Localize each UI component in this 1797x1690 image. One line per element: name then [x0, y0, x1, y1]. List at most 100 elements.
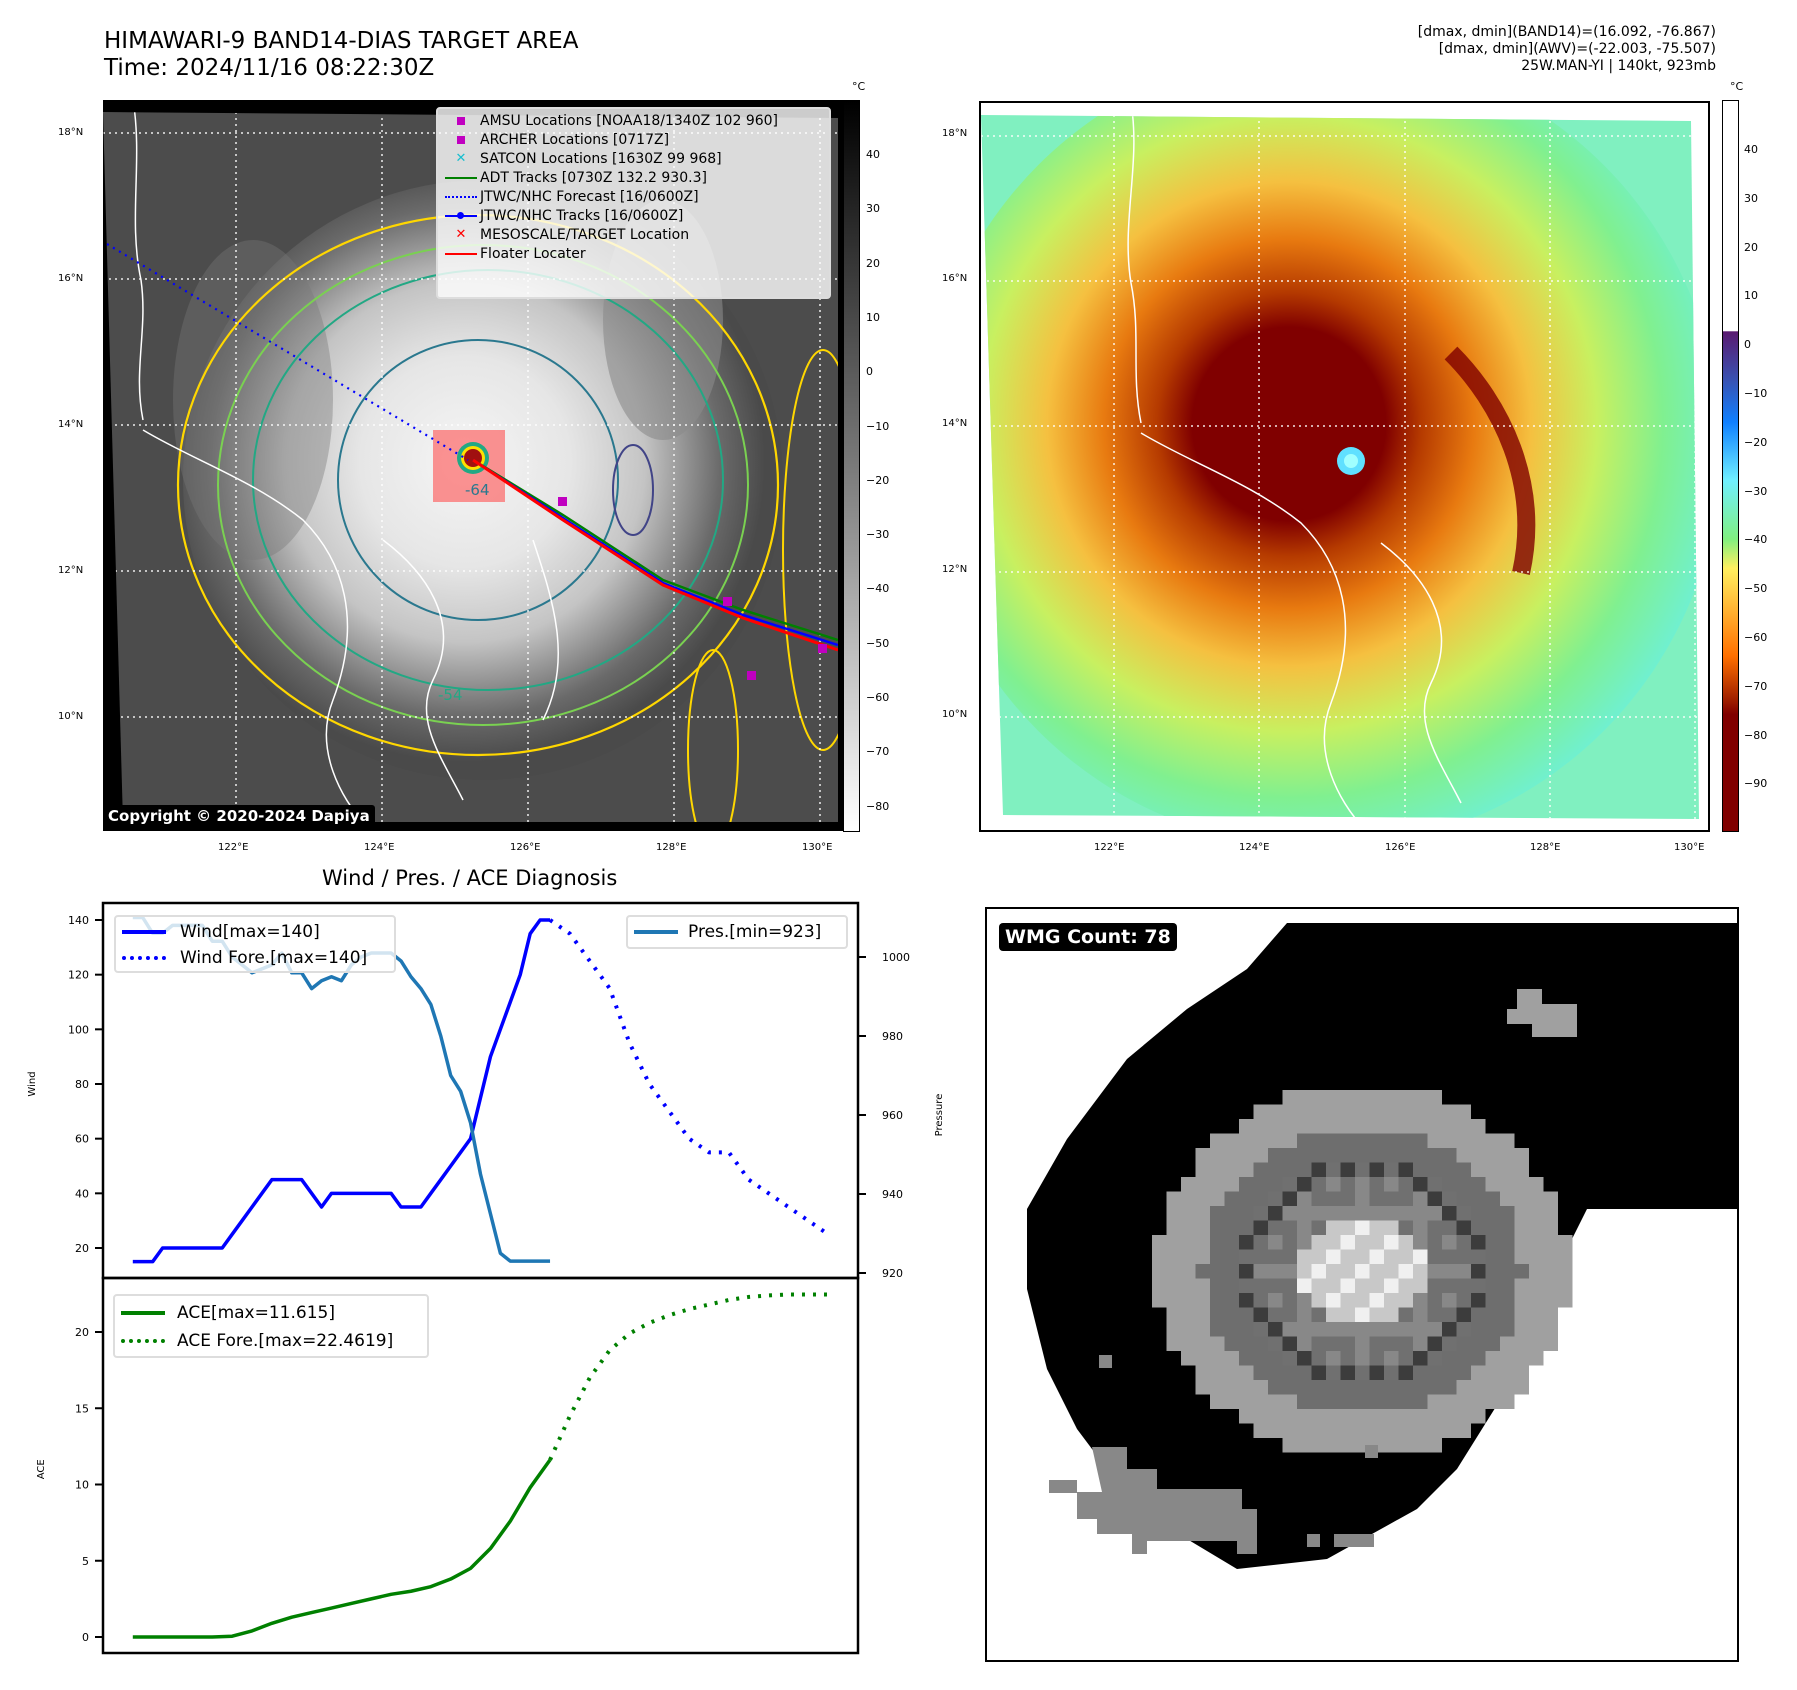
- wmg-pixel: [1427, 1394, 1442, 1409]
- wmg-pixel: [1485, 1148, 1500, 1163]
- wmg-pixel: [1355, 1133, 1370, 1148]
- wmg-pixel: [1398, 1351, 1413, 1366]
- wmg-pixel: [1543, 1293, 1558, 1308]
- wmg-pixel: [1282, 1409, 1297, 1424]
- wmg-pixel: [1369, 1177, 1384, 1192]
- ir-map-panel: -64 -54 AMSU Locations [NOAA18/1340Z 102…: [103, 100, 843, 831]
- line-marker-icon: [445, 176, 477, 179]
- wmg-pixel: [1195, 1293, 1210, 1308]
- wmg-pixel: [1297, 1206, 1312, 1221]
- wmg-pixel: [1195, 1206, 1210, 1221]
- info-awv-range: [dmax, dmin](AWV)=(-22.003, -75.507): [1438, 41, 1716, 57]
- wmg-pixel: [1514, 1206, 1529, 1221]
- wmg-pixel: [1224, 1177, 1239, 1192]
- wmg-pixel: [1471, 1365, 1486, 1380]
- wmg-pixel: [1442, 1307, 1457, 1322]
- wmg-pixel: [1442, 1423, 1457, 1438]
- wmg-pixel: [1427, 1133, 1442, 1148]
- wmg-pixel: [1369, 1264, 1384, 1279]
- wmg-pixel: [1543, 1191, 1558, 1206]
- wmg-pixel: [1253, 1148, 1268, 1163]
- wmg-pixel: [1282, 1307, 1297, 1322]
- lat-label: 16°N: [942, 273, 968, 284]
- wmg-pixel: [1369, 1322, 1384, 1337]
- wmg-pixel: [1297, 1351, 1312, 1366]
- legend-label: ARCHER Locations [0717Z]: [480, 131, 670, 148]
- wmg-pixel: [1413, 1380, 1428, 1395]
- wmg-pixel: [1456, 1220, 1471, 1235]
- wmg-pixel: [1210, 1293, 1225, 1308]
- info-band14-range: [dmax, dmin](BAND14)=(16.092, -76.867): [1417, 24, 1716, 40]
- wmg-pixel: [1543, 1336, 1558, 1351]
- plot-frame: [101, 1276, 860, 1655]
- colorbar-tick-label: −20: [866, 473, 890, 487]
- wmg-pixel: [1413, 1438, 1428, 1453]
- wmg-pixel: [1413, 1409, 1428, 1424]
- wmg-pixel: [1427, 1177, 1442, 1192]
- wmg-pixel: [1384, 1133, 1399, 1148]
- wmg-pixel: [1514, 1336, 1529, 1351]
- wmg-pixel: [1195, 1220, 1210, 1235]
- dotted-line-icon: [122, 956, 166, 960]
- y2-tick-label: 960: [882, 1109, 903, 1122]
- wmg-pixel: [1369, 1133, 1384, 1148]
- wmg-pixel: [1442, 1220, 1457, 1235]
- wmg-pixel: [1282, 1104, 1297, 1119]
- wmg-pixel: [1456, 1336, 1471, 1351]
- wmg-pixel: [1384, 1278, 1399, 1293]
- y-tick-label: 20: [75, 1326, 89, 1339]
- wmg-pixel: [1224, 1293, 1239, 1308]
- wmg-pixel: [1297, 1177, 1312, 1192]
- wmg-pixel: [1413, 1278, 1428, 1293]
- wmg-pixel: [1514, 1191, 1529, 1206]
- wmg-pixel: [1500, 1394, 1515, 1409]
- wmg-pixel: [1297, 1148, 1312, 1163]
- wmg-pixel: [1500, 1264, 1515, 1279]
- wmg-pixel: [1471, 1351, 1486, 1366]
- wmg-pixel: [1268, 1351, 1283, 1366]
- wmg-pixel: [1369, 1293, 1384, 1308]
- awv-map-image: [981, 103, 1708, 830]
- wmg-pixel: [1471, 1235, 1486, 1250]
- y2-tick-label: 980: [882, 1030, 903, 1043]
- wmg-pixel: [1500, 1148, 1515, 1163]
- wmg-pixel: [1485, 1365, 1500, 1380]
- wmg-pixel: [1427, 1206, 1442, 1221]
- wmg-pixel: [1239, 1220, 1254, 1235]
- wmg-pixel: [1355, 1249, 1370, 1264]
- wmg-pixel: [1384, 1162, 1399, 1177]
- wmg-pixel: [1413, 1191, 1428, 1206]
- wmg-pixel: [1442, 1148, 1457, 1163]
- wmg-pixel: [1456, 1162, 1471, 1177]
- wmg-pixel: [1355, 1162, 1370, 1177]
- wmg-pixel: [1340, 1438, 1355, 1453]
- wmg-pixel: [1282, 1191, 1297, 1206]
- colorbar-tick-label: −10: [866, 419, 890, 433]
- wmg-pixel: [1195, 1322, 1210, 1337]
- legend-item-floater: Floater Locater: [442, 244, 825, 263]
- wmg-pixel: [1340, 1264, 1355, 1279]
- wmg-pixel: [1340, 1191, 1355, 1206]
- wmg-pixel: [1181, 1264, 1196, 1279]
- wmg-pixel: [1224, 1235, 1239, 1250]
- wmg-pixel: [1326, 1206, 1341, 1221]
- wmg-pixel: [1427, 1278, 1442, 1293]
- wmg-pixel: [1297, 1264, 1312, 1279]
- wmg-pixel: [1224, 1148, 1239, 1163]
- wmg-pixel: [1311, 1162, 1326, 1177]
- wmg-pixel: [1239, 1365, 1254, 1380]
- wmg-pixel: [1369, 1278, 1384, 1293]
- wmg-pixel: [1398, 1409, 1413, 1424]
- wmg-pixel: [1514, 1322, 1529, 1337]
- wmg-pixel: [1239, 1264, 1254, 1279]
- wmg-pixel: [1514, 1148, 1529, 1163]
- wmg-pixel: [1210, 1264, 1225, 1279]
- wmg-pixel: [1311, 1423, 1326, 1438]
- wmg-pixel: [1195, 1365, 1210, 1380]
- colorbar-tick-label: −50: [1744, 582, 1768, 596]
- wmg-pixel: [1384, 1394, 1399, 1409]
- wmg-pixel: [1239, 1206, 1254, 1221]
- archer-marker: [818, 644, 827, 653]
- y-tick-label: 80: [75, 1078, 89, 1091]
- wmg-pixel: [1398, 1307, 1413, 1322]
